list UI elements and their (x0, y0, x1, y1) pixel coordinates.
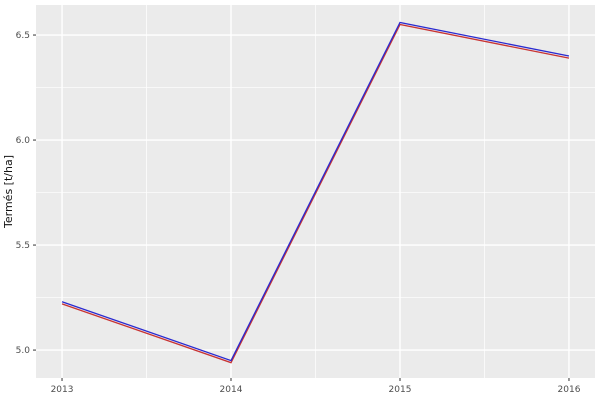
x-tick-labels: 2013 2014 2015 2016 (51, 385, 581, 395)
y-tick-label: 6.5 (16, 31, 30, 41)
y-tick-labels: 5.0 5.5 6.0 6.5 (16, 31, 31, 356)
major-gridlines (36, 5, 595, 378)
axis-ticks (33, 34, 570, 381)
y-tick-label: 5.0 (16, 346, 31, 356)
x-tick-label: 2013 (51, 385, 74, 395)
x-tick-label: 2015 (389, 385, 412, 395)
y-axis-title: Termés [t/ha] (2, 155, 15, 229)
y-tick-label: 5.5 (16, 241, 30, 251)
x-tick-label: 2016 (558, 385, 581, 395)
blue-series-line (61, 21, 570, 362)
series-lines (61, 21, 570, 364)
y-tick-label: 6.0 (16, 136, 31, 146)
x-tick-label: 2014 (220, 385, 243, 395)
red-series-line (61, 23, 570, 364)
